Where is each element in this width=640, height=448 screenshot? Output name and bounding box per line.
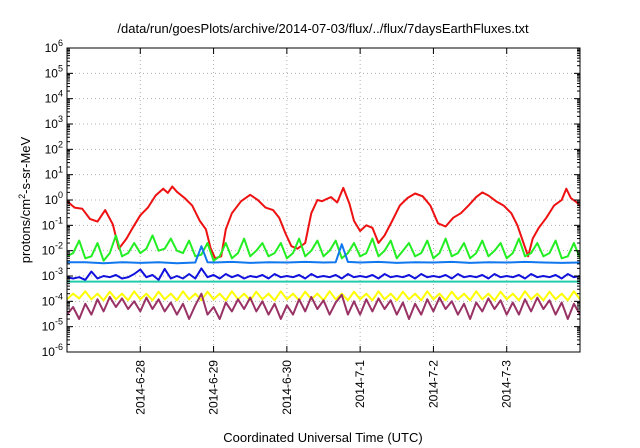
y-axis-label-prefix: protons/cm xyxy=(18,199,33,263)
series-line-6 xyxy=(67,290,580,302)
x-tick-label: 2014-6-28 xyxy=(133,360,147,415)
x-tick-label: 2014-7-3 xyxy=(500,360,514,408)
y-tick-exponent: 4 xyxy=(58,89,63,99)
y-tick-exponent: -3 xyxy=(55,266,63,276)
y-tick-exponent: 0 xyxy=(58,190,63,200)
y-axis: 10-610-510-410-310-210-11001011021031041… xyxy=(42,38,580,359)
y-tick-label: 106 xyxy=(45,38,63,55)
y-tick-base: 10 xyxy=(45,142,59,156)
x-tick-label: 2014-6-29 xyxy=(207,360,221,415)
y-tick-exponent: -2 xyxy=(55,241,63,251)
y-tick-label: 10-6 xyxy=(42,342,63,359)
y-axis-label-suffix: -s-sr-MeV xyxy=(18,136,33,193)
y-tick-base: 10 xyxy=(45,66,59,80)
y-tick-exponent: -5 xyxy=(55,317,63,327)
y-tick-base: 10 xyxy=(42,244,56,258)
y-tick-base: 10 xyxy=(45,193,59,207)
y-tick-label: 10-4 xyxy=(42,291,63,308)
y-tick-label: 100 xyxy=(45,190,63,207)
y-tick-label: 101 xyxy=(45,165,63,182)
series-line-1 xyxy=(67,185,580,260)
y-tick-label: 10-1 xyxy=(42,215,63,232)
y-axis-label: protons/cm2-s-sr-MeV xyxy=(17,136,33,263)
series-lines xyxy=(67,185,580,320)
y-tick-exponent: -6 xyxy=(55,342,63,352)
y-tick-base: 10 xyxy=(42,294,56,308)
series-line-7 xyxy=(67,292,580,320)
x-tick-label: 2014-7-1 xyxy=(353,360,367,408)
y-tick-exponent: 6 xyxy=(58,38,63,48)
y-tick-label: 104 xyxy=(45,89,63,106)
y-tick-label: 10-2 xyxy=(42,241,63,258)
y-tick-exponent: 1 xyxy=(58,165,63,175)
x-axis-label: Coordinated Universal Time (UTC) xyxy=(223,430,422,445)
y-axis-label-superscript: 2 xyxy=(17,194,27,199)
x-tick-label: 2014-6-30 xyxy=(280,360,294,415)
x-axis: 2014-6-28 2014-6-29 2014-6-30 2014-7-1 2014-… xyxy=(133,48,514,415)
series-line-3 xyxy=(67,243,580,265)
y-tick-exponent: 5 xyxy=(58,63,63,73)
chart-title: /data/run/goesPlots/archive/2014-07-03/f… xyxy=(117,21,529,36)
y-tick-base: 10 xyxy=(42,345,56,359)
y-tick-label: 105 xyxy=(45,63,63,80)
y-tick-label: 10-5 xyxy=(42,317,63,334)
y-tick-exponent: 2 xyxy=(58,139,63,149)
y-tick-exponent: -1 xyxy=(55,215,63,225)
y-tick-base: 10 xyxy=(45,117,59,131)
y-tick-exponent: -4 xyxy=(55,291,63,301)
y-tick-base: 10 xyxy=(45,168,59,182)
y-tick-base: 10 xyxy=(45,92,59,106)
y-tick-base: 10 xyxy=(42,218,56,232)
y-tick-base: 10 xyxy=(42,320,56,334)
series-line-4 xyxy=(67,267,580,281)
x-tick-label: 2014-7-2 xyxy=(426,360,440,408)
y-tick-base: 10 xyxy=(42,269,56,283)
y-tick-base: 10 xyxy=(45,41,59,55)
y-tick-label: 102 xyxy=(45,139,63,156)
series-line-2 xyxy=(67,234,580,262)
y-tick-label: 10-3 xyxy=(42,266,63,283)
y-tick-label: 103 xyxy=(45,114,63,131)
y-tick-exponent: 3 xyxy=(58,114,63,124)
